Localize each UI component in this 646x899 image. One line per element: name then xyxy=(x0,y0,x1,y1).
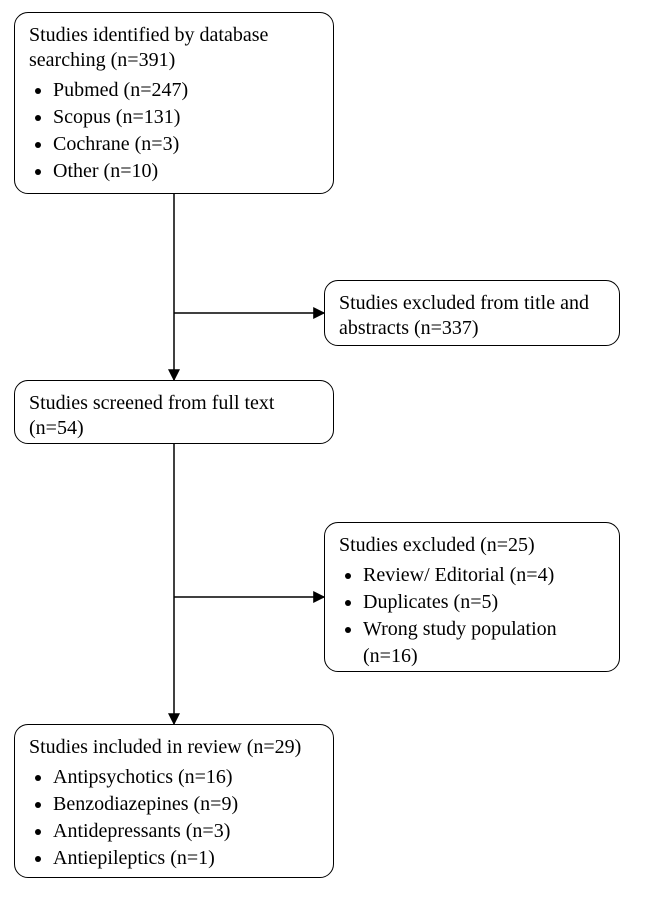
node-identified-title: Studies identified by database searching… xyxy=(29,23,319,73)
bullet-item: Antiepileptics (n=1) xyxy=(53,845,319,872)
bullet-item: Duplicates (n=5) xyxy=(363,589,605,616)
bullet-item: Wrong study population (n=16) xyxy=(363,616,605,670)
bullet-item: Cochrane (n=3) xyxy=(53,131,319,158)
node-screened-title: Studies screened from full text (n=54) xyxy=(29,391,319,441)
bullet-item: Antipsychotics (n=16) xyxy=(53,764,319,791)
bullet-item: Scopus (n=131) xyxy=(53,104,319,131)
node-excluded-reasons-title: Studies excluded (n=25) xyxy=(339,533,605,558)
bullet-item: Review/ Editorial (n=4) xyxy=(363,562,605,589)
node-excluded-title-text: Studies excluded from title and abstract… xyxy=(339,291,605,341)
bullet-item: Pubmed (n=247) xyxy=(53,77,319,104)
node-included: Studies included in review (n=29) Antips… xyxy=(14,724,334,878)
node-identified-bullets: Pubmed (n=247) Scopus (n=131) Cochrane (… xyxy=(29,77,319,185)
node-screened: Studies screened from full text (n=54) xyxy=(14,380,334,444)
bullet-item: Other (n=10) xyxy=(53,158,319,185)
bullet-item: Antidepressants (n=3) xyxy=(53,818,319,845)
node-excluded-reasons-bullets: Review/ Editorial (n=4) Duplicates (n=5)… xyxy=(339,562,605,670)
node-excluded-reasons: Studies excluded (n=25) Review/ Editoria… xyxy=(324,522,620,672)
node-identified: Studies identified by database searching… xyxy=(14,12,334,194)
node-included-bullets: Antipsychotics (n=16) Benzodiazepines (n… xyxy=(29,764,319,872)
node-included-title: Studies included in review (n=29) xyxy=(29,735,319,760)
bullet-item: Benzodiazepines (n=9) xyxy=(53,791,319,818)
node-excluded-title: Studies excluded from title and abstract… xyxy=(324,280,620,346)
